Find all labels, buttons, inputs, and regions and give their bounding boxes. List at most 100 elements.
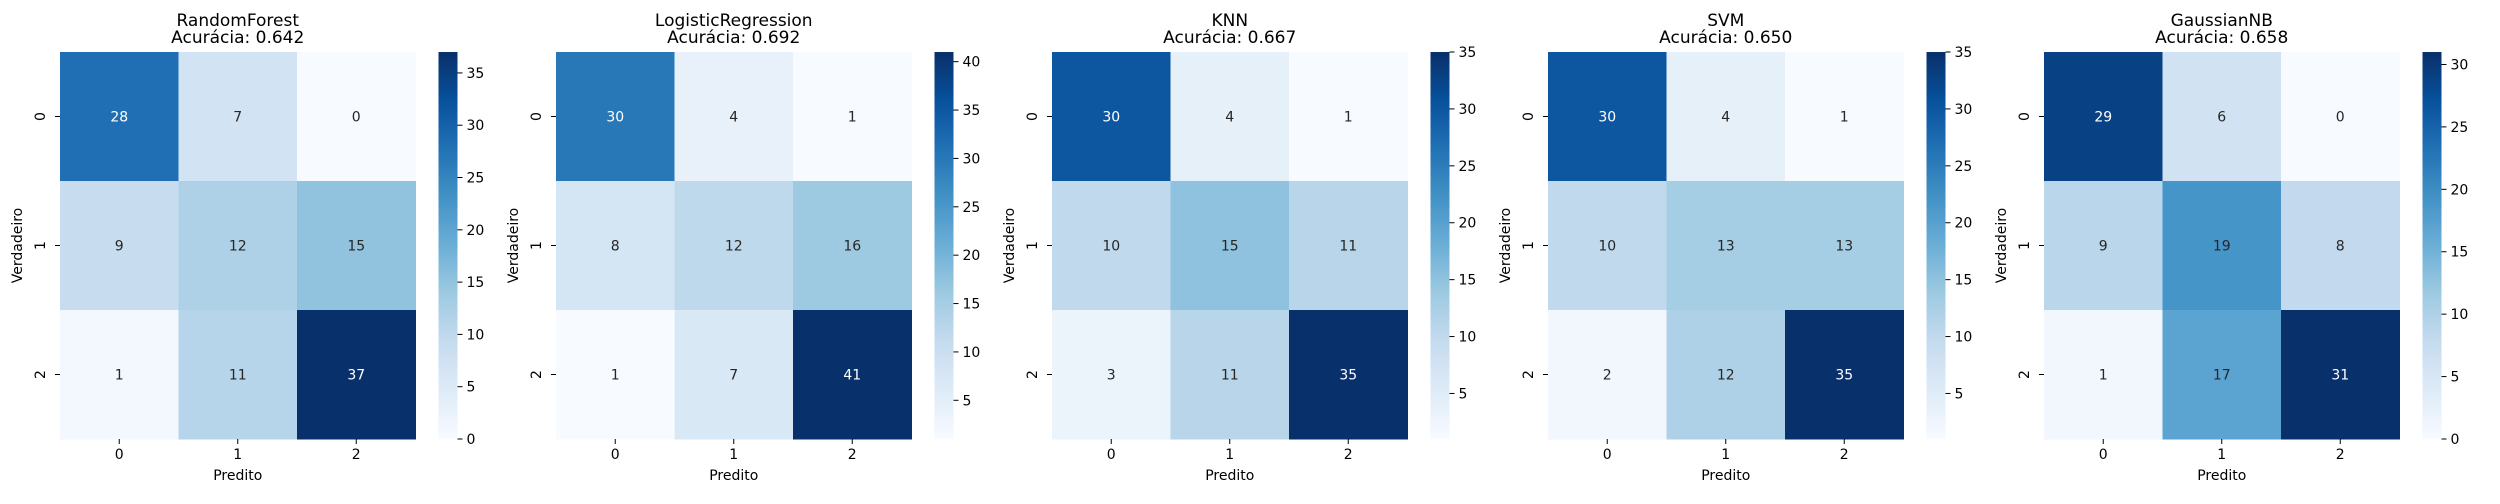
chart-subtitle: Acurácia: 0.650 (1659, 28, 1792, 48)
cell-value-label: 17 (2213, 368, 2231, 384)
colorbar-tick-label: 30 (1459, 102, 1477, 118)
colorbar-tick-label: 5 (467, 380, 476, 396)
cell-value-label: 13 (1835, 239, 1853, 255)
heatmap-cell (60, 52, 179, 182)
colorbar (1926, 52, 1946, 439)
heatmap-cell (1548, 310, 1667, 440)
heatmap-cell (178, 310, 298, 440)
y-axis-label: Verdadeiro (10, 208, 26, 283)
y-axis-label: Verdadeiro (1002, 208, 1018, 283)
colorbar-tick-label: 20 (963, 248, 981, 264)
x-tick-label: 1 (1225, 447, 1234, 463)
y-tick-label: 1 (2017, 241, 2033, 250)
cell-value-label: 7 (233, 110, 242, 126)
x-tick-label: 1 (1721, 447, 1730, 463)
cell-value-label: 2 (1603, 368, 1612, 384)
heatmap-cell (1785, 310, 1904, 440)
cell-value-label: 12 (1717, 368, 1735, 384)
cell-value-label: 37 (347, 368, 365, 384)
heatmap-cell (1052, 52, 1171, 182)
colorbar-tick-label: 5 (2451, 370, 2460, 386)
y-axis-label: Verdadeiro (1498, 208, 1514, 283)
x-tick-label: 1 (729, 447, 738, 463)
x-axis-label: Predito (2197, 468, 2246, 484)
chart-subtitle: Acurácia: 0.642 (171, 28, 304, 48)
colorbar-tick-label: 20 (2451, 182, 2469, 198)
heatmap-cell (2281, 181, 2400, 311)
colorbar-tick-label: 0 (467, 432, 476, 448)
cell-value-label: 11 (229, 368, 247, 384)
colorbar-tick-label: 40 (963, 55, 981, 71)
x-tick-label: 2 (1840, 447, 1849, 463)
y-tick-label: 0 (1521, 112, 1537, 121)
chart-title: RandomForest (176, 11, 299, 31)
cell-value-label: 0 (2336, 110, 2345, 126)
x-axis-label: Predito (213, 468, 262, 484)
heatmap-cell (297, 181, 416, 311)
colorbar-tick-label: 10 (467, 327, 485, 343)
heatmap-cell (2281, 310, 2400, 440)
heatmap-cell (1785, 52, 1904, 182)
heatmap-cell (1666, 181, 1786, 311)
heatmap-cell (297, 310, 416, 440)
cell-value-label: 1 (611, 368, 620, 384)
heatmap-cell (2044, 181, 2163, 311)
y-tick-label: 2 (33, 370, 49, 379)
heatmap-cell (2281, 52, 2400, 182)
colorbar-tick-label: 20 (1459, 216, 1477, 232)
y-tick-label: 2 (2017, 370, 2033, 379)
cell-value-label: 15 (1221, 239, 1239, 255)
x-tick-label: 2 (1344, 447, 1353, 463)
colorbar-tick-label: 30 (2451, 57, 2469, 73)
cell-value-label: 30 (1598, 110, 1616, 126)
y-tick-label: 1 (1025, 241, 1041, 250)
heatmap-cell (1666, 52, 1786, 182)
cell-value-label: 11 (1339, 239, 1357, 255)
colorbar-tick-label: 30 (1955, 102, 1973, 118)
colorbar-tick-label: 35 (963, 103, 981, 119)
heatmap-cell (1052, 181, 1171, 311)
cell-value-label: 15 (347, 239, 365, 255)
y-tick-label: 1 (1521, 241, 1537, 250)
colorbar-tick-label: 5 (1459, 386, 1468, 402)
colorbar-tick-label: 15 (1955, 273, 1973, 289)
colorbar-tick-label: 30 (963, 151, 981, 167)
heatmap-cell (60, 310, 179, 440)
y-tick-label: 0 (33, 112, 49, 121)
cell-value-label: 4 (1721, 110, 1730, 126)
x-tick-label: 0 (1107, 447, 1116, 463)
chart-title: GaussianNB (2171, 11, 2273, 31)
colorbar-tick-label: 25 (2451, 120, 2469, 136)
heatmap-cell (1289, 310, 1408, 440)
heatmap-cell (556, 181, 675, 311)
chart-title: KNN (1211, 11, 1248, 31)
colorbar-tick-label: 35 (1955, 45, 1973, 61)
y-tick-label: 2 (529, 370, 545, 379)
cell-value-label: 1 (115, 368, 124, 384)
cell-value-label: 12 (725, 239, 743, 255)
heatmap-cell (297, 52, 416, 182)
colorbar-tick-label: 10 (963, 345, 981, 361)
colorbar-tick-label: 15 (1459, 273, 1477, 289)
cell-value-label: 1 (848, 110, 857, 126)
y-axis-label: Verdadeiro (1994, 208, 2010, 283)
cell-value-label: 10 (1102, 239, 1120, 255)
y-tick-label: 1 (33, 241, 49, 250)
cell-value-label: 6 (2217, 110, 2226, 126)
colorbar-tick-label: 10 (1955, 330, 1973, 346)
heatmap-cell (556, 52, 675, 182)
cell-value-label: 4 (1225, 110, 1234, 126)
heatmap-cell (674, 52, 794, 182)
heatmap-cell (1666, 310, 1786, 440)
y-tick-label: 2 (1025, 370, 1041, 379)
colorbar-tick-label: 0 (2451, 432, 2460, 448)
cell-value-label: 41 (843, 368, 861, 384)
cell-value-label: 8 (611, 239, 620, 255)
cell-value-label: 9 (2099, 239, 2108, 255)
cell-value-label: 13 (1717, 239, 1735, 255)
heatmap-cell (2044, 310, 2163, 440)
cell-value-label: 7 (729, 368, 738, 384)
